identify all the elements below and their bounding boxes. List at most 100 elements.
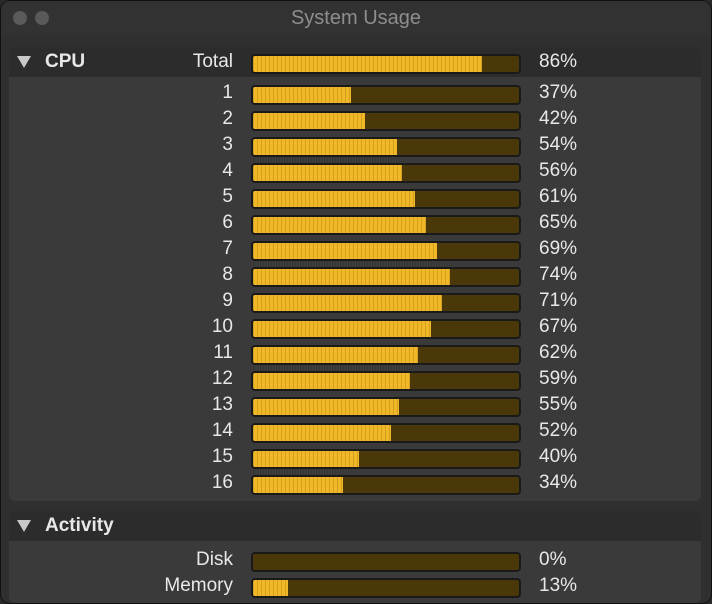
activity-usage-row: Memory 13% (9, 574, 701, 600)
usage-row-label: 8 (222, 264, 233, 285)
usage-bar (251, 137, 521, 157)
usage-percent: 56% (539, 160, 578, 181)
cpu-usage-row: 2 42% (9, 107, 701, 133)
usage-bar-fill (253, 580, 288, 596)
cpu-usage-row: 8 74% (9, 263, 701, 289)
usage-bar-fill (253, 243, 437, 259)
usage-bar (251, 85, 521, 105)
usage-row-label: Total (192, 51, 233, 72)
activity-section-header[interactable]: Activity (9, 511, 701, 541)
cpu-usage-row: 12 59% (9, 367, 701, 393)
usage-bar-fill (253, 56, 482, 72)
usage-bar-fill (253, 87, 352, 103)
usage-bar (251, 189, 521, 209)
activity-section-title: Activity (45, 515, 114, 536)
close-window-button[interactable] (13, 11, 27, 25)
usage-bar (251, 449, 521, 469)
usage-row-label: 2 (222, 108, 233, 129)
cpu-usage-row: 14 52% (9, 419, 701, 445)
cpu-usage-row: 16 34% (9, 471, 701, 497)
usage-percent: 67% (539, 316, 578, 337)
usage-percent: 59% (539, 368, 578, 389)
cpu-usage-row: 3 54% (9, 133, 701, 159)
usage-bar (251, 423, 521, 443)
cpu-section-title: CPU (45, 51, 86, 72)
cpu-usage-row: 9 71% (9, 289, 701, 315)
cpu-usage-row: Total 86% (9, 50, 701, 76)
usage-bar (251, 371, 521, 391)
usage-percent: 74% (539, 264, 578, 285)
usage-row-label: 13 (211, 394, 233, 415)
usage-bar (251, 241, 521, 261)
cpu-usage-row: 15 40% (9, 445, 701, 471)
usage-percent: 37% (539, 82, 578, 103)
usage-row-label: 9 (222, 290, 233, 311)
usage-row-label: 7 (222, 238, 233, 259)
usage-bar (251, 475, 521, 495)
usage-percent: 65% (539, 212, 578, 233)
usage-row-label: 4 (222, 160, 233, 181)
usage-bar (251, 54, 521, 74)
disclosure-triangle-icon[interactable] (17, 520, 31, 532)
usage-bar-fill (253, 217, 426, 233)
usage-bar (251, 345, 521, 365)
cpu-section: CPU Total 86% 1 37% 2 42% 3 54% 4 56% 5 61% 6 65% 7 69%… (9, 47, 701, 501)
usage-percent: 71% (539, 290, 578, 311)
usage-bar-fill (253, 269, 450, 285)
usage-percent: 62% (539, 342, 578, 363)
usage-percent: 54% (539, 134, 578, 155)
title-bar: System Usage (1, 1, 711, 35)
usage-bar-fill (253, 373, 410, 389)
usage-row-label: 14 (211, 420, 233, 441)
usage-bar-fill (253, 139, 397, 155)
usage-percent: 86% (539, 51, 578, 72)
usage-row-label: 15 (211, 446, 233, 467)
usage-row-label: Memory (164, 575, 233, 596)
usage-percent: 40% (539, 446, 578, 467)
usage-row-label: 10 (211, 316, 233, 337)
usage-bar-fill (253, 425, 392, 441)
cpu-usage-row: 5 61% (9, 185, 701, 211)
usage-bar-fill (253, 347, 418, 363)
usage-bar-fill (253, 451, 360, 467)
activity-section: Activity Disk 0% Memory 13% (9, 511, 701, 603)
usage-percent: 69% (539, 238, 578, 259)
usage-row-label: 6 (222, 212, 233, 233)
usage-bar (251, 397, 521, 417)
usage-row-label: 5 (222, 186, 233, 207)
cpu-usage-row: 6 65% (9, 211, 701, 237)
usage-bar (251, 163, 521, 183)
usage-row-label: 16 (211, 472, 233, 493)
usage-bar (251, 293, 521, 313)
usage-percent: 55% (539, 394, 578, 415)
usage-percent: 34% (539, 472, 578, 493)
usage-row-label: Disk (196, 549, 233, 570)
cpu-usage-row: 4 56% (9, 159, 701, 185)
usage-bar-fill (253, 165, 402, 181)
usage-percent: 0% (539, 549, 567, 570)
usage-bar-fill (253, 321, 432, 337)
usage-row-label: 1 (222, 82, 233, 103)
usage-bar-fill (253, 477, 344, 493)
usage-bar-fill (253, 113, 365, 129)
usage-bar (251, 267, 521, 287)
usage-percent: 52% (539, 420, 578, 441)
cpu-usage-row: 13 55% (9, 393, 701, 419)
usage-bar (251, 319, 521, 339)
disclosure-triangle-icon[interactable] (17, 56, 31, 68)
usage-percent: 13% (539, 575, 578, 596)
minimize-window-button[interactable] (35, 11, 49, 25)
cpu-usage-row: 11 62% (9, 341, 701, 367)
usage-row-label: 3 (222, 134, 233, 155)
usage-bar (251, 111, 521, 131)
usage-row-label: 11 (213, 342, 233, 363)
activity-usage-row: Disk 0% (9, 548, 701, 574)
usage-bar-fill (253, 295, 442, 311)
usage-percent: 61% (539, 186, 578, 207)
usage-bar (251, 578, 521, 598)
usage-bar (251, 552, 521, 572)
usage-bar (251, 215, 521, 235)
cpu-usage-row: 1 37% (9, 81, 701, 107)
cpu-usage-row: 10 67% (9, 315, 701, 341)
